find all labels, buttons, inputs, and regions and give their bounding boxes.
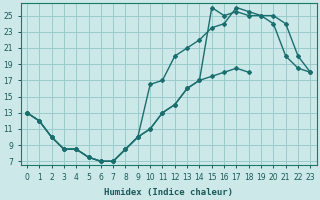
X-axis label: Humidex (Indice chaleur): Humidex (Indice chaleur) <box>104 188 233 197</box>
